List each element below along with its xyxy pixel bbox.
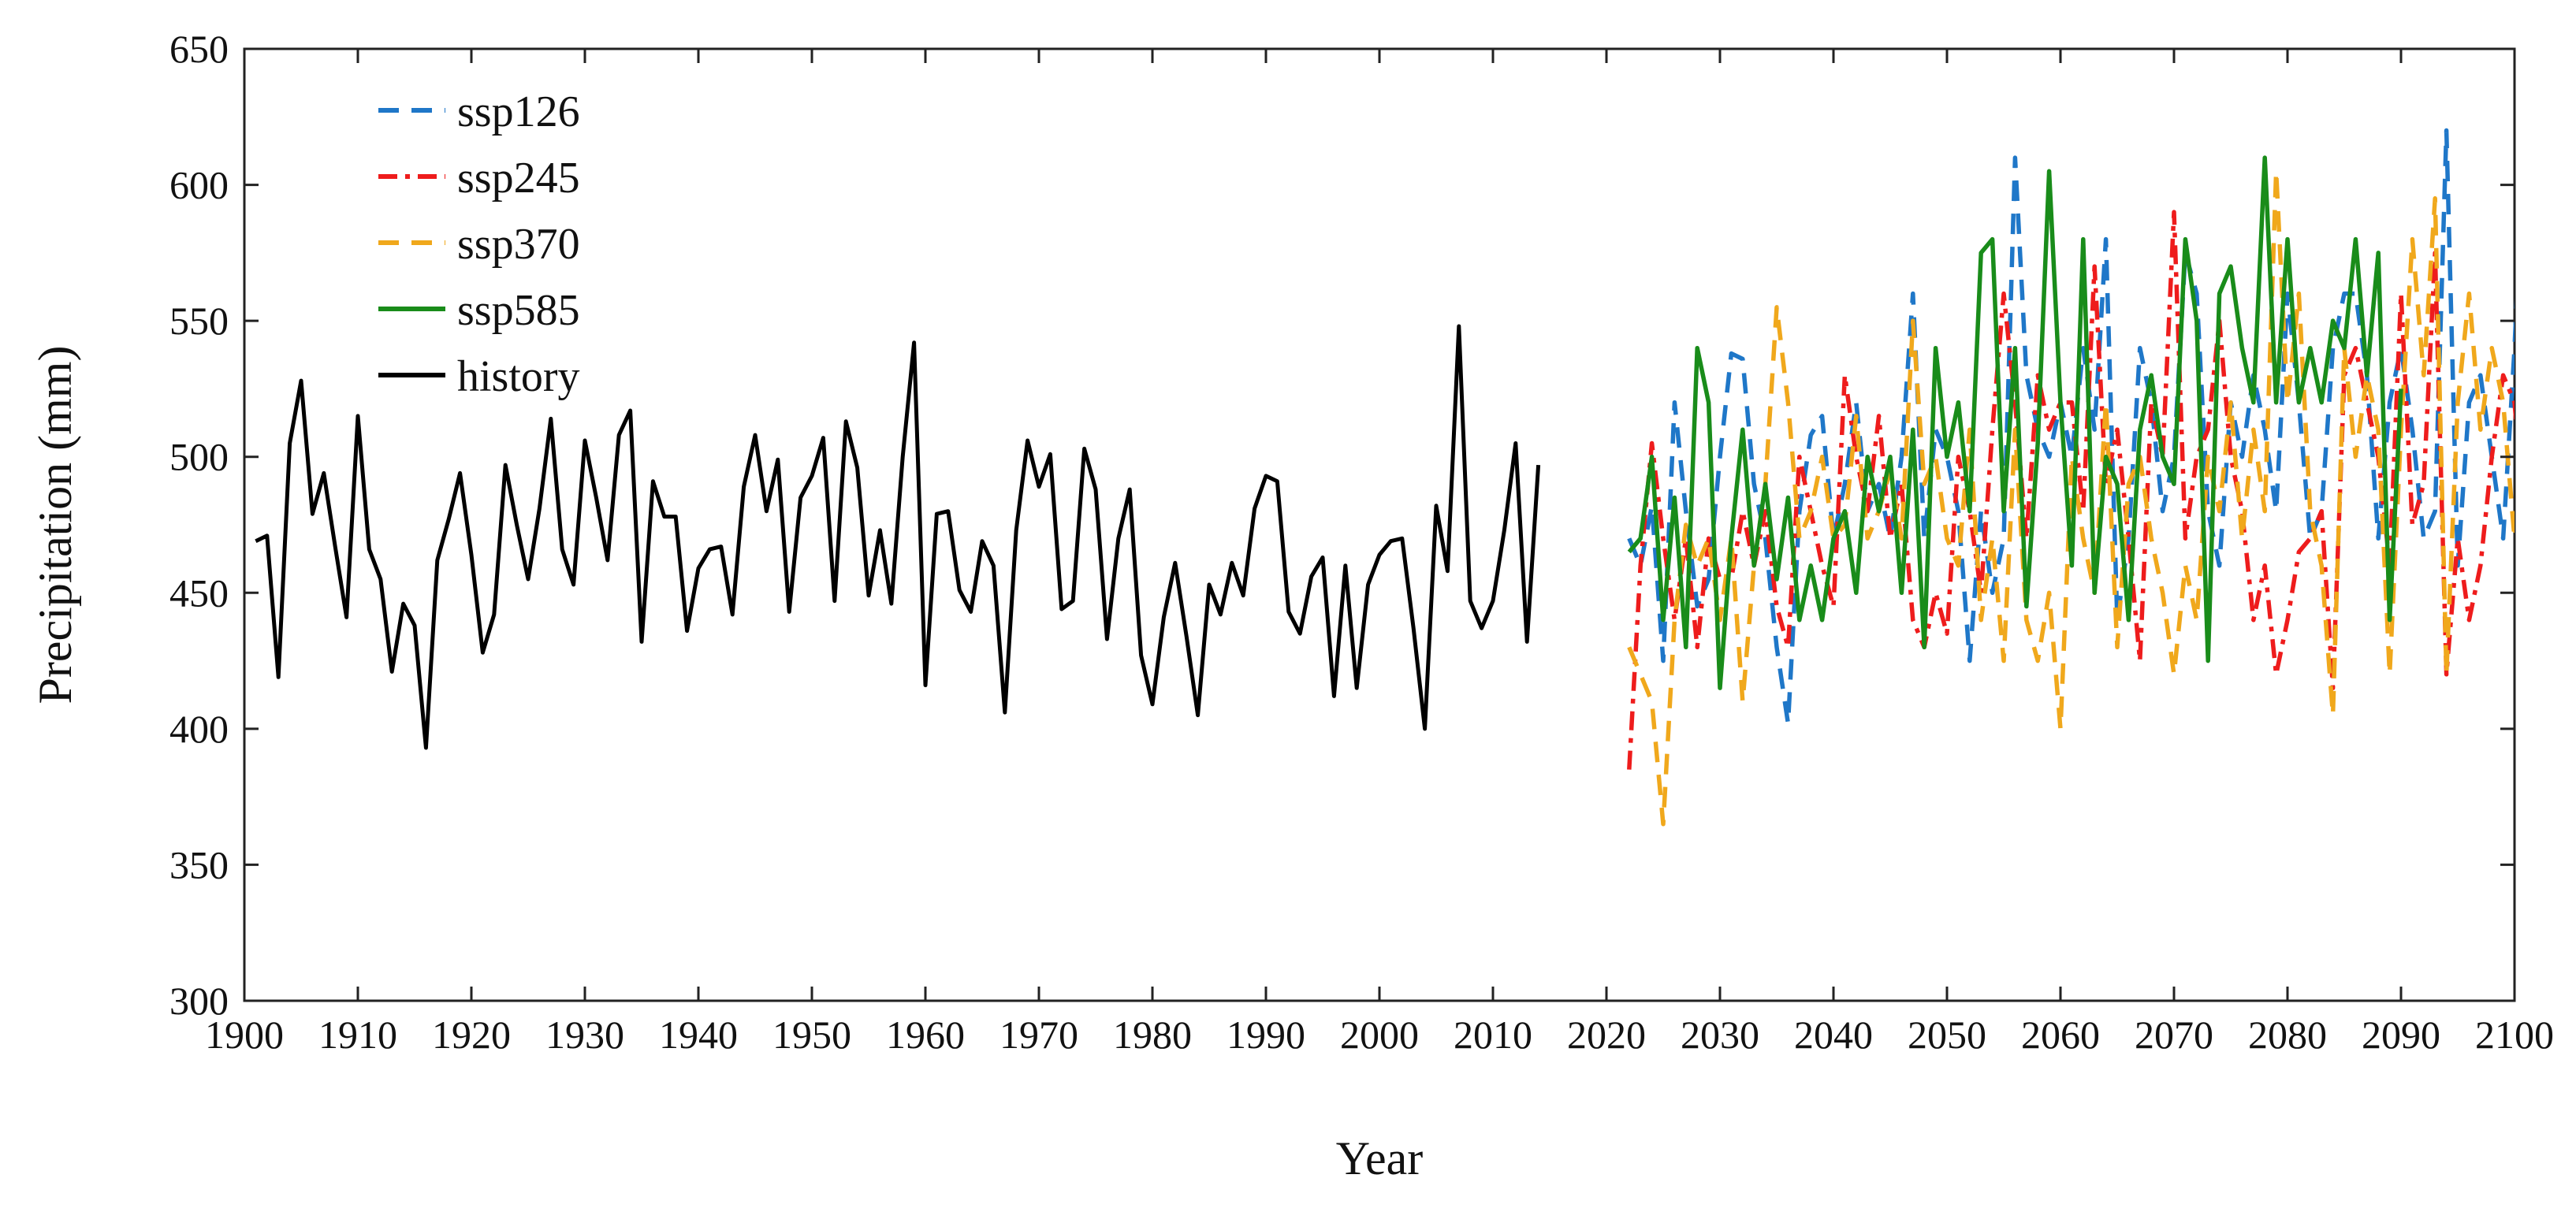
legend-label-ssp245: ssp245 [457, 154, 580, 203]
x-tick-label: 2060 [2021, 1013, 2100, 1057]
y-tick-label: 650 [169, 27, 229, 71]
x-tick-label: 2000 [1340, 1013, 1419, 1057]
series-line-ssp245 [1627, 210, 2515, 770]
x-tick-label: 2090 [2362, 1013, 2440, 1057]
y-tick-label: 350 [169, 842, 229, 886]
x-tick-label: 1970 [1000, 1013, 1078, 1057]
x-tick-label: 2040 [1794, 1013, 1873, 1057]
x-tick-label: 1990 [1227, 1013, 1305, 1057]
y-tick-label: 300 [169, 979, 229, 1023]
x-tick-label: 2100 [2475, 1013, 2554, 1057]
plot-area-frame [243, 47, 2516, 1002]
x-tick-label: 2020 [1567, 1013, 1646, 1057]
x-tick-label: 2070 [2135, 1013, 2213, 1057]
x-tick-label: 1980 [1113, 1013, 1192, 1057]
x-tick-label: 2010 [1454, 1013, 1532, 1057]
y-tick-label: 500 [169, 435, 229, 479]
series-line-history [255, 324, 1541, 750]
series-line-ssp370 [1627, 169, 2515, 827]
legend-label-ssp585: ssp585 [457, 286, 580, 335]
x-tick-label: 1920 [432, 1013, 511, 1057]
x-tick-label: 2080 [2248, 1013, 2327, 1057]
y-axis-title: Precipitation (mm) [29, 346, 81, 704]
y-tick-label: 550 [169, 299, 229, 343]
legend-label-ssp126: ssp126 [457, 87, 580, 136]
x-tick-label: 1900 [205, 1013, 284, 1057]
x-tick-label: 2050 [1908, 1013, 1986, 1057]
x-tick-label: 1940 [659, 1013, 738, 1057]
x-tick-label: 1930 [545, 1013, 624, 1057]
y-tick-label: 400 [169, 707, 229, 751]
legend-label-history: history [457, 352, 580, 401]
series-line-ssp585 [1627, 155, 2403, 690]
x-tick-label: 1960 [886, 1013, 965, 1057]
x-tick-label: 1910 [318, 1013, 397, 1057]
y-tick-label: 450 [169, 571, 229, 615]
x-axis-title: Year [1336, 1132, 1424, 1184]
y-tick-label: 600 [169, 163, 229, 207]
legend: ssp126 ssp245 ssp370 ssp585 history [378, 87, 580, 401]
x-tick-label: 2030 [1681, 1013, 1759, 1057]
legend-label-ssp370: ssp370 [457, 220, 580, 269]
x-tick-label: 1950 [772, 1013, 851, 1057]
